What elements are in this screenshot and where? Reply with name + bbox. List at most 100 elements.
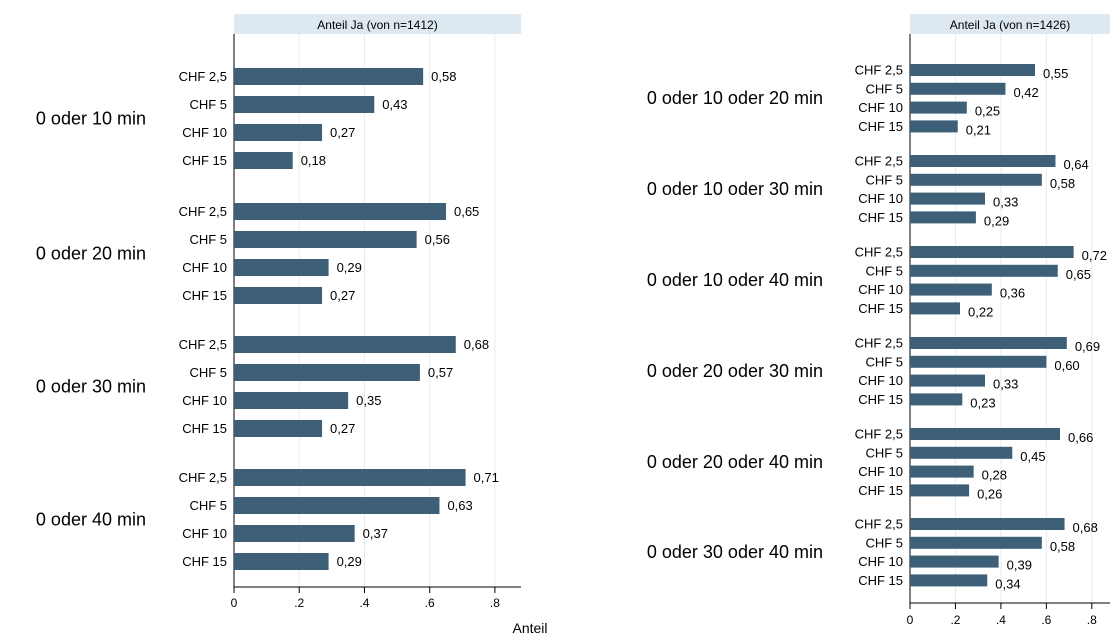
category-label: CHF 5 [865, 172, 903, 187]
bar [234, 96, 375, 113]
x-tick-label: 0 [231, 596, 238, 610]
data-label: 0,36 [1000, 286, 1025, 301]
category-label: CHF 10 [858, 100, 903, 115]
category-label: CHF 5 [189, 97, 227, 112]
bar [910, 393, 963, 406]
bar [910, 337, 1067, 349]
group-label: 0 oder 10 oder 30 min [647, 179, 823, 199]
data-label: 0,35 [356, 393, 381, 408]
chart-title: Anteil Ja (von n=1426) [950, 18, 1070, 32]
bar [910, 465, 974, 478]
right-panel: Anteil Ja (von n=1426) 0 .2 .4 .6 .8 0 oder 10… [647, 14, 1110, 627]
bar [910, 211, 976, 224]
category-label: CHF 5 [189, 365, 227, 380]
category-label: CHF 10 [858, 554, 903, 569]
x-tick-label: .6 [425, 596, 435, 610]
category-label: CHF 5 [865, 81, 903, 96]
bar [234, 259, 329, 276]
bar [910, 173, 1042, 186]
data-label: 0,23 [970, 395, 995, 410]
category-label: CHF 2,5 [855, 154, 903, 169]
data-label: 0,60 [1054, 358, 1079, 373]
category-label: CHF 10 [182, 526, 227, 541]
data-label: 0,22 [968, 304, 993, 319]
x-tick-label: .8 [490, 596, 500, 610]
bar [910, 155, 1056, 167]
data-label: 0,64 [1063, 157, 1088, 172]
category-label: CHF 15 [182, 288, 227, 303]
data-label: 0,63 [447, 498, 472, 513]
group-label: 0 oder 30 oder 40 min [647, 542, 823, 562]
category-label: CHF 10 [182, 125, 227, 140]
group-label: 0 oder 10 oder 20 min [647, 88, 823, 108]
bar [910, 374, 985, 387]
bar [234, 336, 456, 353]
bar [910, 101, 967, 114]
data-label: 0,29 [337, 554, 362, 569]
category-label: CHF 10 [858, 191, 903, 206]
category-label: CHF 10 [182, 260, 227, 275]
data-label: 0,27 [330, 125, 355, 140]
category-label: CHF 5 [189, 232, 227, 247]
data-label: 0,39 [1007, 558, 1032, 573]
group-label: 0 oder 40 min [36, 510, 146, 530]
data-label: 0,25 [975, 104, 1000, 119]
category-label: CHF 5 [189, 498, 227, 513]
data-label: 0,66 [1068, 430, 1093, 445]
bar [910, 192, 985, 205]
bar [234, 469, 466, 486]
bar [910, 536, 1042, 549]
data-label: 0,33 [993, 377, 1018, 392]
bar [910, 120, 958, 133]
bar [234, 68, 424, 85]
bar [910, 283, 992, 296]
category-label: CHF 2,5 [179, 204, 227, 219]
bar [234, 287, 323, 304]
bar [910, 264, 1058, 277]
category-label: CHF 5 [865, 263, 903, 278]
data-label: 0,57 [428, 365, 453, 380]
bar [910, 82, 1006, 95]
category-label: CHF 10 [858, 373, 903, 388]
category-label: CHF 15 [182, 421, 227, 436]
category-label: CHF 15 [858, 301, 903, 316]
data-label: 0,27 [330, 288, 355, 303]
category-label: CHF 15 [858, 210, 903, 225]
bar [910, 484, 970, 497]
data-label: 0,58 [431, 69, 456, 84]
data-label: 0,43 [382, 97, 407, 112]
data-label: 0,29 [337, 260, 362, 275]
group-label: 0 oder 20 oder 30 min [647, 361, 823, 381]
x-tick-label: 0 [907, 613, 914, 627]
category-label: CHF 5 [865, 535, 903, 550]
data-label: 0,68 [1073, 520, 1098, 535]
category-label: CHF 10 [182, 393, 227, 408]
category-label: CHF 2,5 [855, 336, 903, 351]
data-label: 0,69 [1075, 339, 1100, 354]
category-label: CHF 2,5 [179, 470, 227, 485]
bar [910, 446, 1013, 459]
data-label: 0,58 [1050, 176, 1075, 191]
category-label: CHF 2,5 [179, 337, 227, 352]
group-label: 0 oder 20 min [36, 244, 146, 264]
data-label: 0,37 [363, 526, 388, 541]
category-label: CHF 5 [865, 354, 903, 369]
category-label: CHF 15 [858, 119, 903, 134]
category-label: CHF 5 [865, 445, 903, 460]
category-label: CHF 2,5 [179, 69, 227, 84]
group-label: 0 oder 30 min [36, 377, 146, 397]
bar [234, 231, 417, 248]
bar [234, 392, 349, 409]
data-label: 0,26 [977, 486, 1002, 501]
x-tick-label: .8 [1087, 613, 1097, 627]
category-label: CHF 2,5 [855, 63, 903, 78]
data-label: 0,33 [993, 195, 1018, 210]
left-panel: Anteil Ja (von n=1412) 0 .2 .4 .6 .8 Anteil 0 o… [36, 14, 548, 636]
bar [234, 553, 329, 570]
data-label: 0,28 [982, 468, 1007, 483]
data-label: 0,27 [330, 421, 355, 436]
bar [234, 497, 440, 514]
category-label: CHF 15 [858, 573, 903, 588]
bar [910, 518, 1065, 530]
category-label: CHF 15 [858, 392, 903, 407]
